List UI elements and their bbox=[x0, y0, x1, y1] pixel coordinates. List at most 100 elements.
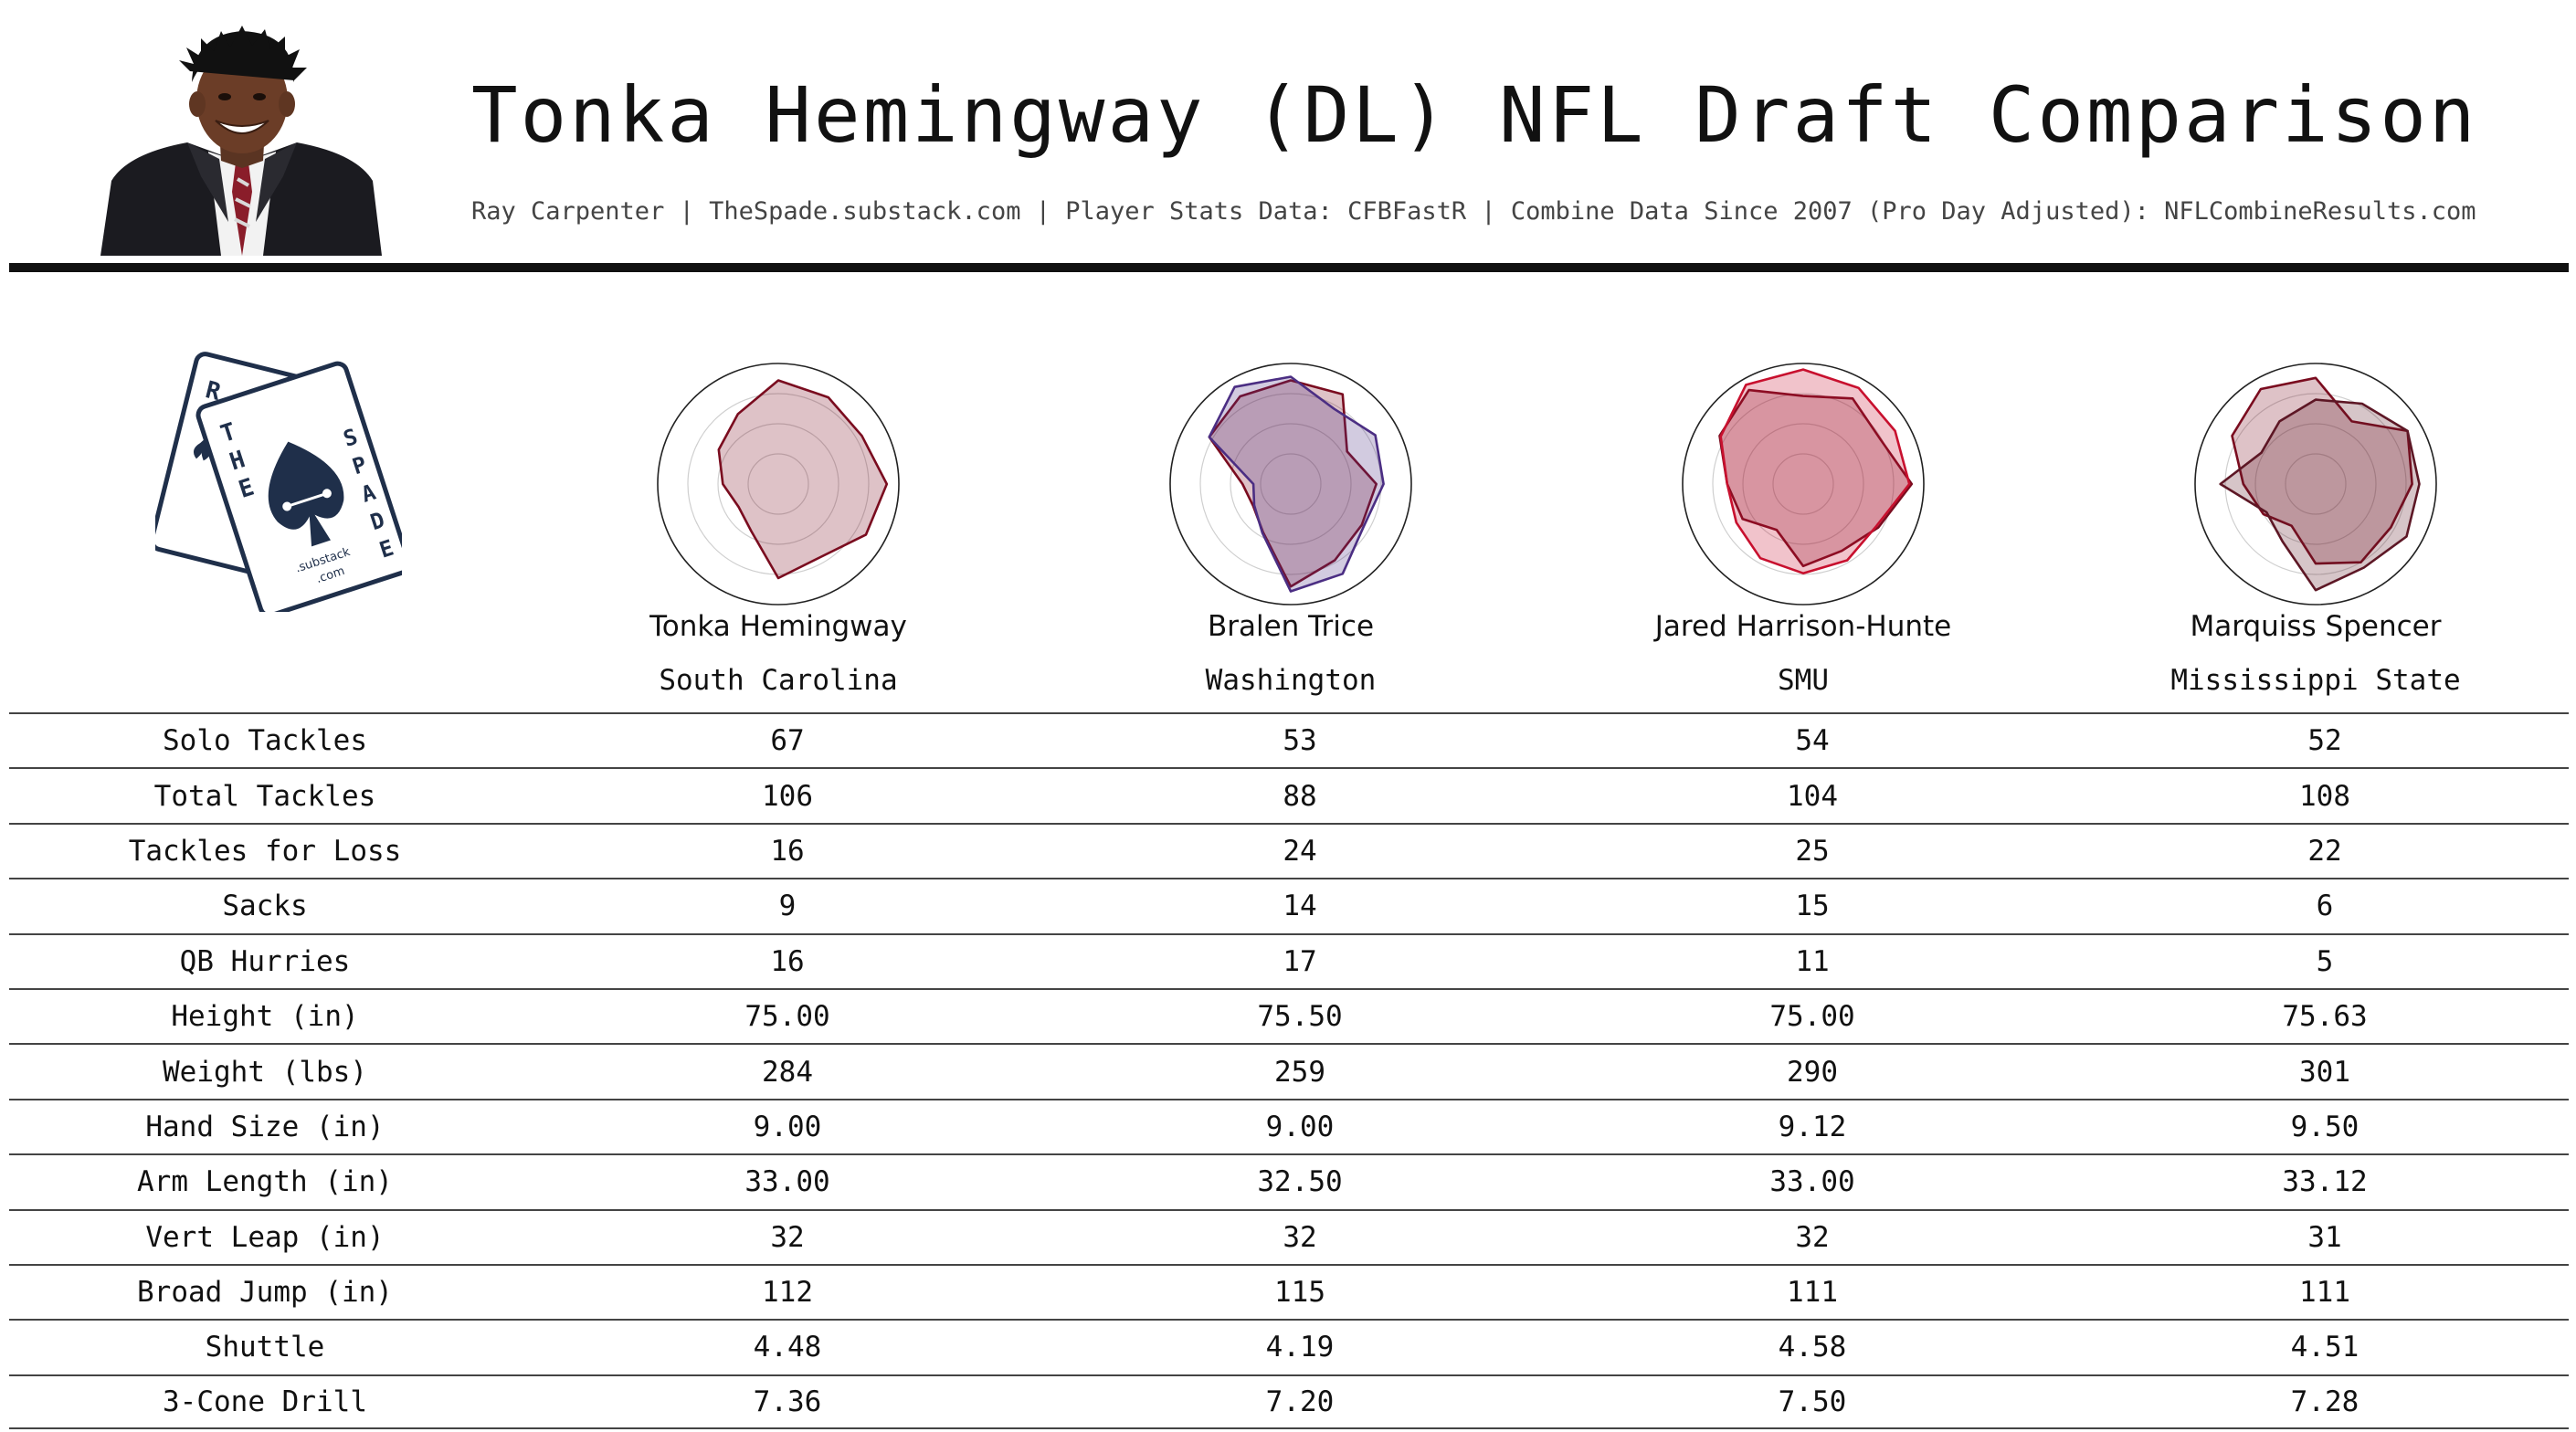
stat-value: 16 bbox=[770, 834, 805, 868]
stat-label: QB Hurries bbox=[179, 944, 351, 978]
stat-value: 4.48 bbox=[753, 1331, 822, 1364]
stat-value: 9.12 bbox=[1778, 1110, 1847, 1143]
radar-grid-ring bbox=[1230, 423, 1352, 545]
stat-value: 88 bbox=[1283, 779, 1317, 813]
radar-series-polygon bbox=[2219, 398, 2421, 592]
radar-grid-ring bbox=[2254, 423, 2377, 545]
stat-value: 75.00 bbox=[1769, 1000, 1855, 1034]
table-row: Height (in) 75.00 75.50 75.00 75.63 bbox=[9, 987, 2569, 1043]
stat-label: Sacks bbox=[222, 890, 308, 923]
stat-value: 6 bbox=[2316, 890, 2334, 923]
radar-outer-ring bbox=[2194, 363, 2437, 605]
stat-value: 11 bbox=[1795, 944, 1830, 978]
player-school: Washington bbox=[1205, 664, 1377, 697]
radar-grid-ring bbox=[2285, 453, 2347, 515]
stat-value: 111 bbox=[1787, 1276, 1838, 1310]
stat-value: 7.28 bbox=[2290, 1385, 2360, 1418]
stat-label: Vert Leap (in) bbox=[145, 1220, 385, 1254]
table-row: Arm Length (in) 33.00 32.50 33.00 33.12 bbox=[9, 1153, 2569, 1208]
stat-label: Arm Length (in) bbox=[137, 1165, 393, 1199]
radar-outer-ring bbox=[1682, 363, 1925, 605]
radar-grid-ring bbox=[687, 393, 870, 575]
stat-value: 25 bbox=[1795, 834, 1830, 868]
page-subtitle: Ray Carpenter | TheSpade.substack.com | … bbox=[471, 197, 2476, 226]
stat-value: 33.12 bbox=[2282, 1165, 2368, 1199]
player-headshot-icon bbox=[91, 26, 393, 256]
radar-grid-ring bbox=[747, 453, 809, 515]
stat-label: Broad Jump (in) bbox=[137, 1276, 393, 1310]
table-row: Vert Leap (in) 32 32 32 31 bbox=[9, 1208, 2569, 1264]
table-row: Sacks 9 14 15 6 bbox=[9, 878, 2569, 932]
radar-outer-ring bbox=[1169, 363, 1412, 605]
player-name: Marquiss Spencer bbox=[2190, 610, 2442, 643]
player-school: SMU bbox=[1778, 664, 1829, 697]
stats-comparison-table: Solo Tackles 67 53 54 52 Total Tackles 1… bbox=[9, 712, 2569, 1430]
radar-chart-jared-harrison-hunte bbox=[1682, 363, 1925, 605]
player-name: Jared Harrison-Hunte bbox=[1654, 610, 1952, 643]
stat-value: 75.63 bbox=[2282, 1000, 2368, 1034]
stat-value: 104 bbox=[1787, 779, 1838, 813]
stat-value: 14 bbox=[1283, 890, 1317, 923]
stat-value: 75.00 bbox=[744, 1000, 830, 1034]
stat-value: 108 bbox=[2299, 779, 2350, 813]
stat-value: 54 bbox=[1795, 724, 1830, 758]
stat-value: 9.50 bbox=[2290, 1110, 2360, 1143]
header-divider bbox=[9, 263, 2569, 272]
stat-value: 4.58 bbox=[1778, 1331, 1847, 1364]
radar-grid-ring bbox=[1199, 393, 1382, 575]
table-row: Broad Jump (in) 112 115 111 111 bbox=[9, 1263, 2569, 1319]
stat-value: 22 bbox=[2307, 834, 2342, 868]
stat-value: 7.50 bbox=[1778, 1385, 1847, 1418]
radar-grid-ring bbox=[2224, 393, 2407, 575]
stat-value: 9.00 bbox=[753, 1110, 822, 1143]
radar-outer-ring bbox=[657, 363, 900, 605]
stat-value: 284 bbox=[762, 1055, 813, 1089]
stat-value: 17 bbox=[1283, 944, 1317, 978]
stat-value: 52 bbox=[2307, 724, 2342, 758]
the-spade-logo-icon: R C T H E S P A D E .substack .com bbox=[149, 347, 412, 618]
stat-value: 75.50 bbox=[1257, 1000, 1343, 1034]
stat-value: 53 bbox=[1283, 724, 1317, 758]
stat-value: 9.00 bbox=[1265, 1110, 1335, 1143]
stat-value: 32 bbox=[1283, 1220, 1317, 1254]
radar-chart-bralen-trice bbox=[1169, 363, 1412, 605]
stat-value: 290 bbox=[1787, 1055, 1838, 1089]
stat-label: Shuttle bbox=[205, 1331, 325, 1364]
stat-value: 5 bbox=[2316, 944, 2334, 978]
stat-label: Solo Tackles bbox=[163, 724, 367, 758]
table-row: Total Tackles 106 88 104 108 bbox=[9, 767, 2569, 822]
stat-label: Tackles for Loss bbox=[128, 834, 402, 868]
stat-value: 301 bbox=[2299, 1055, 2350, 1089]
radar-series-polygon bbox=[717, 379, 889, 580]
radar-grid-ring bbox=[717, 423, 839, 545]
table-row: QB Hurries 16 17 11 5 bbox=[9, 932, 2569, 988]
radar-grid-ring bbox=[1742, 423, 1864, 545]
stat-value: 31 bbox=[2307, 1220, 2342, 1254]
stat-value: 7.36 bbox=[753, 1385, 822, 1418]
page-title: Tonka Hemingway (DL) NFL Draft Compariso… bbox=[471, 70, 2478, 160]
table-row: Shuttle 4.48 4.19 4.58 4.51 bbox=[9, 1319, 2569, 1374]
stat-value: 67 bbox=[770, 724, 805, 758]
stat-value: 111 bbox=[2299, 1276, 2350, 1310]
stat-label: Hand Size (in) bbox=[145, 1110, 385, 1143]
stat-value: 106 bbox=[762, 779, 813, 813]
stat-label: Weight (lbs) bbox=[163, 1055, 367, 1089]
radar-chart-tonka-hemingway bbox=[657, 363, 900, 605]
table-row: 3-Cone Drill 7.36 7.20 7.50 7.28 bbox=[9, 1374, 2569, 1430]
table-row: Solo Tackles 67 53 54 52 bbox=[9, 712, 2569, 767]
stat-label: 3-Cone Drill bbox=[163, 1385, 367, 1418]
radar-chart-marquiss-spencer bbox=[2194, 363, 2437, 605]
stat-value: 32 bbox=[770, 1220, 805, 1254]
player-school: Mississippi State bbox=[2170, 664, 2461, 697]
stat-value: 115 bbox=[1274, 1276, 1325, 1310]
radar-series-polygon bbox=[1208, 375, 1385, 593]
player-school: South Carolina bbox=[659, 664, 898, 697]
radar-series-polygon bbox=[1718, 388, 1914, 568]
stat-value: 9 bbox=[778, 890, 797, 923]
stat-value: 15 bbox=[1795, 890, 1830, 923]
player-name: Tonka Hemingway bbox=[649, 610, 907, 643]
stat-value: 112 bbox=[762, 1276, 813, 1310]
table-row: Tackles for Loss 16 24 25 22 bbox=[9, 822, 2569, 878]
stat-value: 4.19 bbox=[1265, 1331, 1335, 1364]
radar-series-polygon bbox=[1719, 368, 1911, 574]
